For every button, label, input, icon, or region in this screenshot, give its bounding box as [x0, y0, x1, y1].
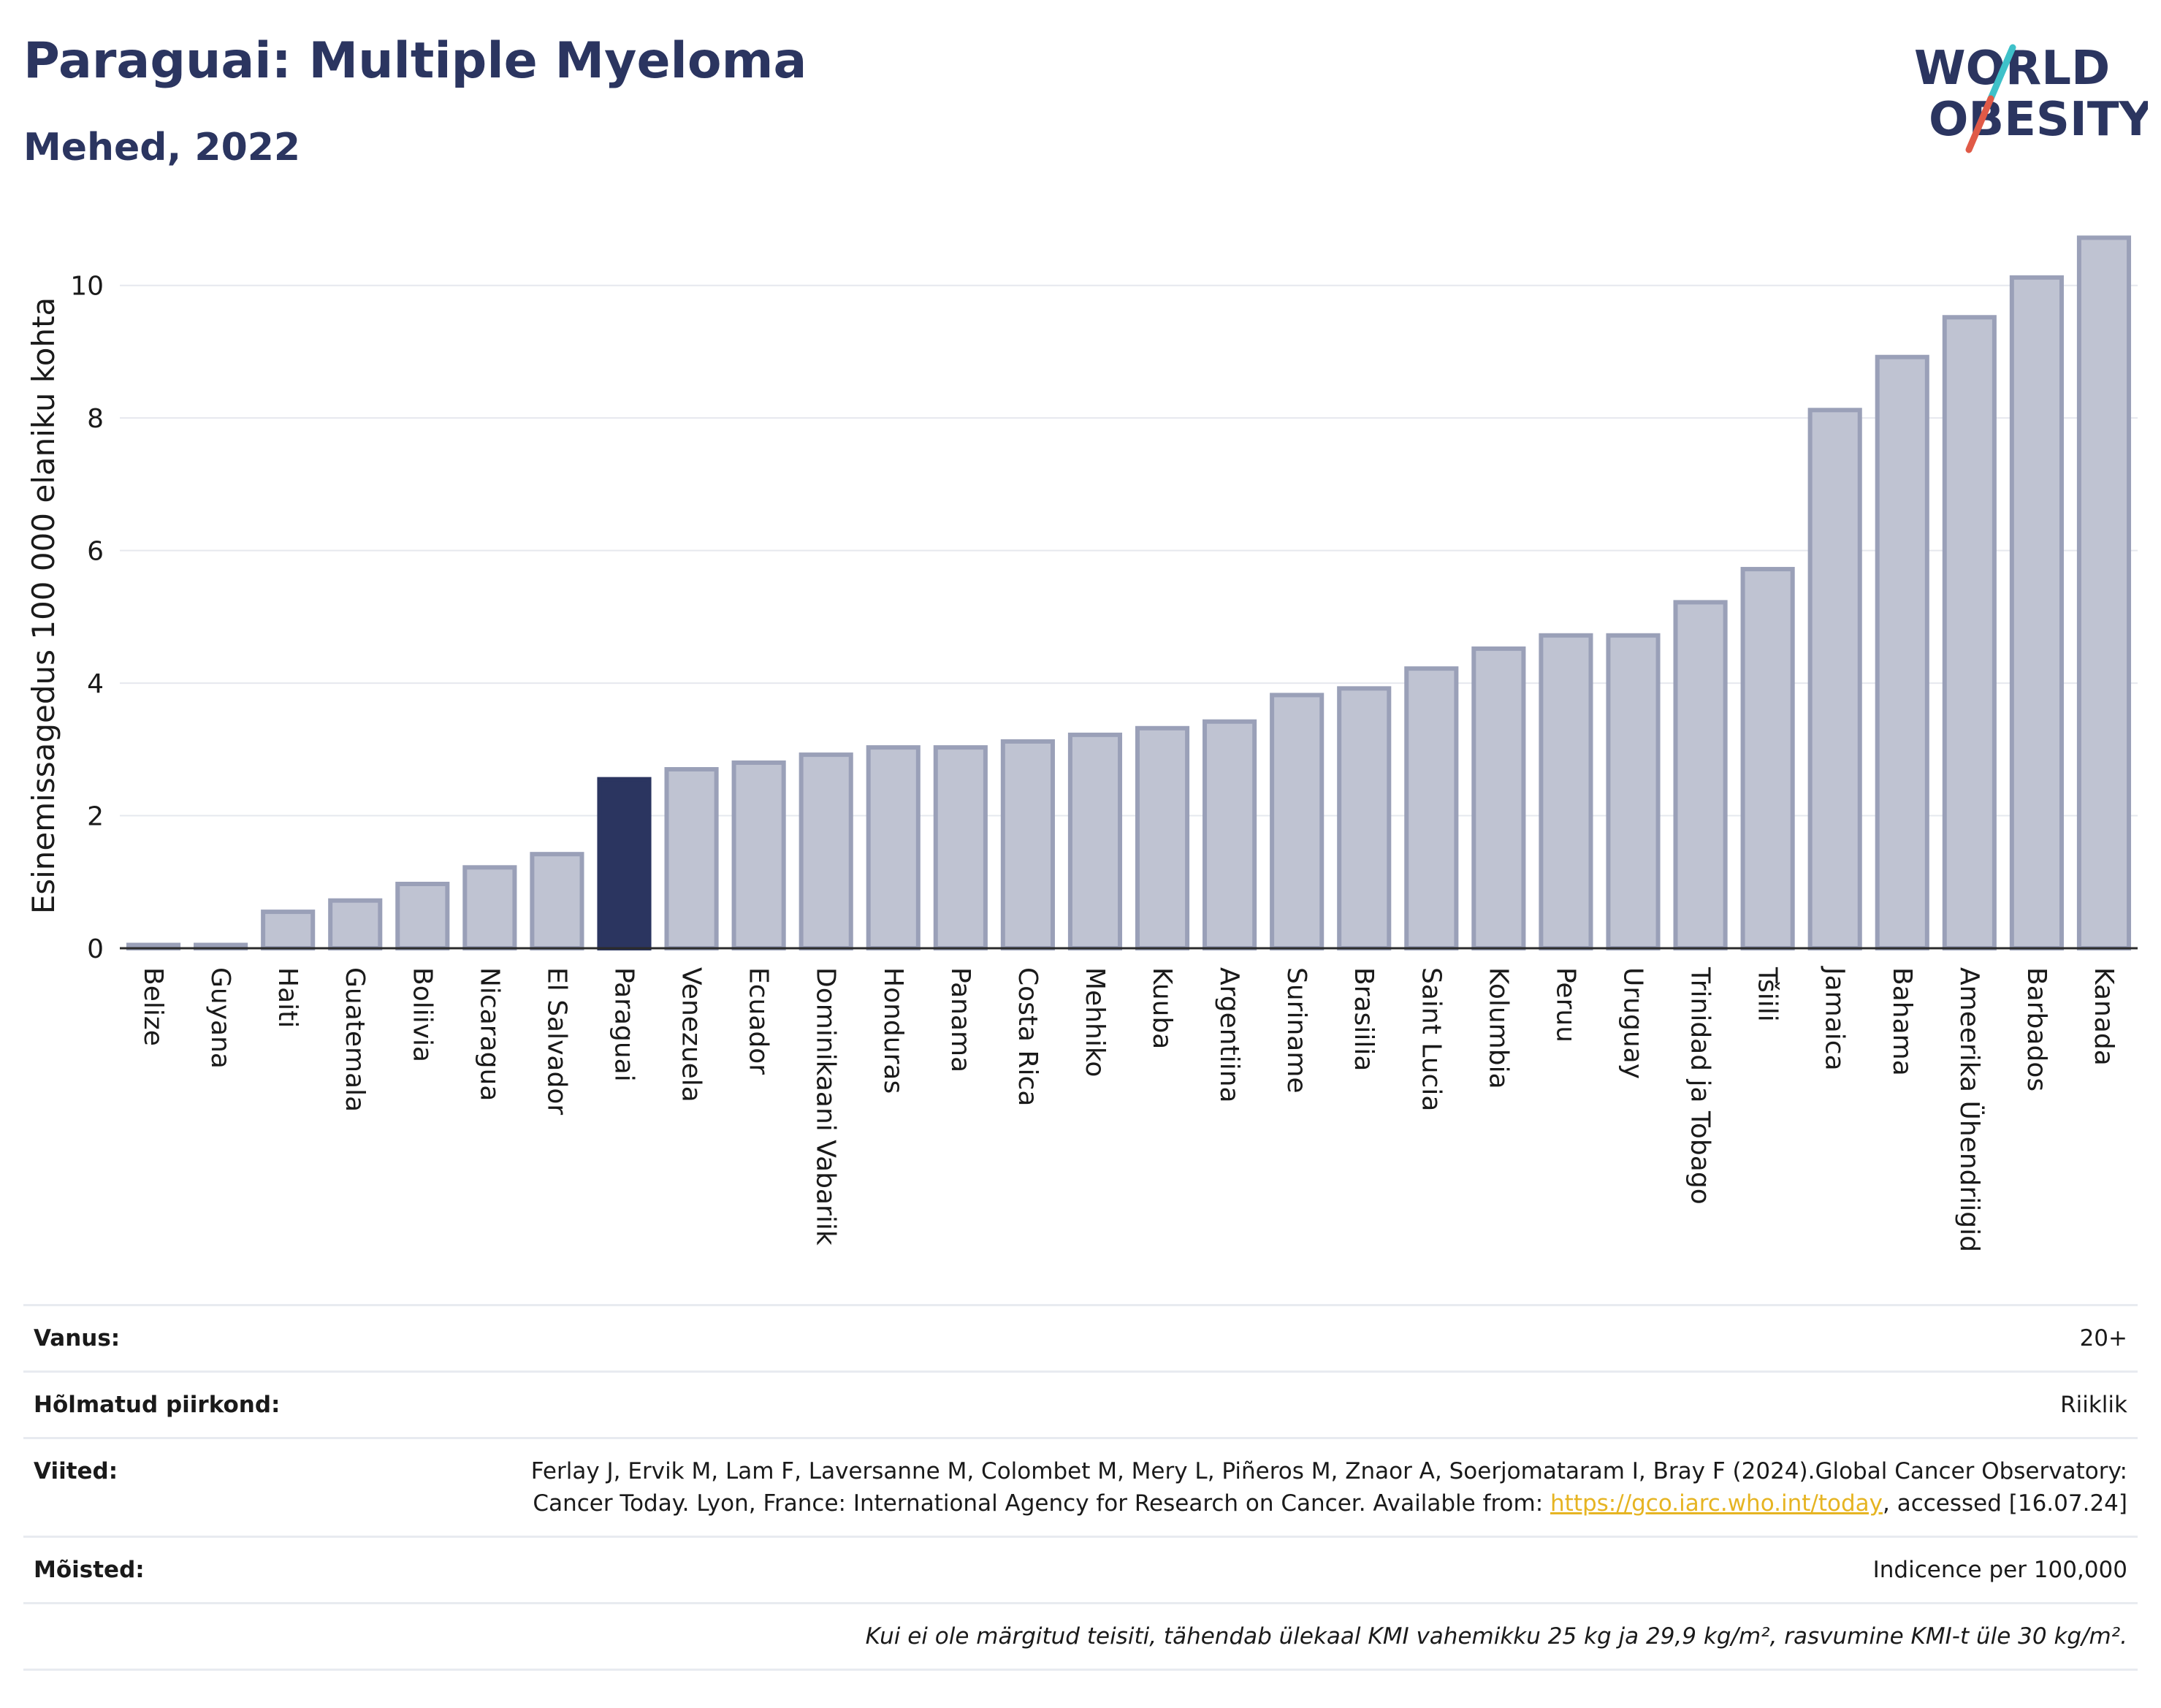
logo-slash-red: [1965, 95, 1994, 153]
x-tick-label: Paraguai: [609, 967, 639, 1082]
x-tick-label: Trinidad ja Tobago: [1685, 967, 1715, 1205]
region-label: Hõlmatud piirkond:: [34, 1392, 281, 1418]
bar-ameerika-hendriigid: [1942, 315, 1997, 950]
definitions-label: Mõisted:: [34, 1557, 145, 1583]
x-tick-label: Belize: [138, 967, 168, 1046]
bar-jamaica: [1807, 408, 1862, 950]
x-tick-label: Saint Lucia: [1416, 967, 1446, 1111]
region-value: Riiklik: [2060, 1392, 2127, 1418]
x-tick-label: Jamaica: [1820, 966, 1850, 1071]
bar-costa-rica: [1000, 739, 1055, 950]
bar-kanada: [2076, 235, 2132, 950]
x-tick-label: Nicaragua: [474, 967, 504, 1101]
bar-dominikaani-vabariik: [799, 752, 853, 951]
x-tick-label: Venezuela: [676, 967, 706, 1102]
x-tick-label: Bahama: [1887, 967, 1917, 1076]
bar-peruu: [1539, 633, 1593, 950]
references-tail: , accessed [16.07.24]: [1882, 1490, 2127, 1517]
y-tick-label: 6: [87, 537, 104, 567]
x-tick-label: Guatemala: [340, 967, 370, 1112]
y-tick-label: 10: [70, 272, 104, 302]
x-tick-label: Uruguay: [1618, 967, 1648, 1079]
x-tick-label: Dominikaani Vabariik: [811, 967, 841, 1246]
bar-panama: [933, 745, 988, 950]
footnote: Kui ei ole märgitud teisiti, tähendab ül…: [865, 1623, 2127, 1650]
x-tick-label: Haiti: [272, 967, 302, 1028]
info-row-age: Vanus: 20+: [23, 1304, 2138, 1370]
x-tick-label: Mehhiko: [1080, 967, 1110, 1077]
references-text: Ferlay J, Ervik M, Lam F, Laversanne M, …: [530, 1458, 2127, 1517]
bar-nicaragua: [462, 865, 517, 951]
x-tick-label: Argentiina: [1214, 967, 1244, 1103]
x-tick-label: Costa Rica: [1013, 967, 1043, 1106]
x-tick-label: Ecuador: [744, 967, 774, 1075]
world-obesity-logo: WORLD OBESITY: [1914, 42, 2148, 153]
info-table: Vanus: 20+ Hõlmatud piirkond: Riiklik Vi…: [23, 1304, 2138, 1671]
bar-boliivia: [395, 881, 450, 950]
x-tick-label: Kanada: [2089, 967, 2119, 1066]
bar-chart: 0 2 4 6 8 10 Esinemissagedus 100 000 elaniku k…: [26, 235, 2138, 1252]
x-tick-label: Peruu: [1550, 967, 1580, 1042]
bar-paraguai: [597, 777, 652, 951]
references-label: Viited:: [34, 1458, 118, 1484]
x-tick-label: Kolumbia: [1483, 967, 1513, 1089]
bar-t-iili: [1740, 567, 1795, 950]
bar-venezuela: [664, 767, 719, 951]
logo-line-2: OBESITY: [1929, 93, 2148, 147]
y-tick-label: 4: [87, 669, 104, 699]
bar-el-salvador: [530, 852, 584, 950]
bar-kolumbia: [1471, 646, 1526, 950]
chart-title: Paraguai: Multiple Myeloma: [23, 32, 807, 90]
references-value: Ferlay J, Ervik M, Lam F, Laversanne M, …: [447, 1455, 2127, 1520]
info-row-footnote: Kui ei ole märgitud teisiti, tähendab ül…: [23, 1602, 2138, 1671]
x-tick-label: Honduras: [878, 967, 908, 1094]
bar-kuuba: [1135, 725, 1190, 950]
references-link[interactable]: https://gco.iarc.who.int/today: [1550, 1490, 1883, 1517]
bar-honduras: [866, 745, 921, 950]
bar-mehhiko: [1067, 732, 1123, 950]
bar-argentiina: [1203, 719, 1257, 950]
x-tick-label: Boliivia: [407, 967, 437, 1062]
y-axis-title: Esinemissagedus 100 000 elaniku kohta: [26, 297, 61, 915]
x-tick-label: Ameerika Ühendriigid: [1954, 967, 1985, 1252]
bar-saint-lucia: [1404, 666, 1459, 950]
x-tick-label: Guyana: [205, 967, 235, 1069]
definitions-value: Indicence per 100,000: [1872, 1557, 2127, 1583]
info-row-region: Hõlmatud piirkond: Riiklik: [23, 1370, 2138, 1437]
bar-guatemala: [328, 898, 383, 951]
bar-trinidad-ja-tobago: [1673, 600, 1728, 950]
chart-subtitle: Mehed, 2022: [23, 126, 301, 169]
x-tick-label: Brasiilia: [1349, 967, 1379, 1071]
age-value: 20+: [2079, 1325, 2127, 1351]
bar-brasiilia: [1337, 686, 1392, 951]
x-tick-label: Tšiili: [1753, 967, 1783, 1022]
bar-haiti: [261, 910, 316, 950]
age-label: Vanus:: [34, 1325, 121, 1351]
bar-uruguay: [1606, 633, 1661, 950]
logo-slash-teal: [1987, 44, 2016, 102]
bar-bahama: [1875, 354, 1929, 951]
x-tick-label: Kuuba: [1147, 967, 1177, 1049]
bar-ecuador: [731, 760, 786, 950]
x-tick-label: El Salvador: [541, 967, 571, 1115]
info-row-references: Viited: Ferlay J, Ervik M, Lam F, Lavers…: [23, 1437, 2138, 1536]
bar-suriname: [1270, 693, 1325, 950]
x-tick-label: Panama: [945, 967, 975, 1072]
y-tick-label: 2: [87, 802, 104, 832]
x-tick-label: Barbados: [2021, 967, 2051, 1091]
y-tick-label: 0: [87, 934, 104, 964]
x-tick-label: Suriname: [1281, 967, 1311, 1094]
bar-barbados: [2009, 275, 2064, 950]
info-row-definitions: Mõisted: Indicence per 100,000: [23, 1536, 2138, 1602]
y-tick-label: 8: [87, 404, 104, 434]
